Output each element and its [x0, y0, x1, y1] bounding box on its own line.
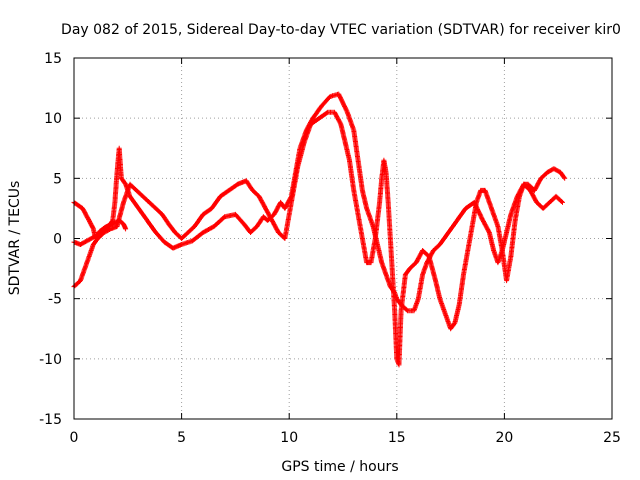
data-series: [71, 91, 568, 368]
y-tick-label: 15: [44, 51, 62, 67]
y-axis-label: SDTVAR / TECUs: [7, 181, 23, 296]
y-tick-label: -5: [48, 292, 62, 308]
grid: [74, 58, 612, 419]
x-tick-label: 10: [280, 430, 298, 446]
x-axis-label: GPS time / hours: [281, 459, 398, 475]
chart-title: Day 082 of 2015, Sidereal Day-to-day VTE…: [61, 22, 621, 38]
x-tick-label: 5: [177, 430, 186, 446]
y-tick-label: -10: [39, 352, 62, 368]
y-tick-label: 5: [53, 171, 62, 187]
x-tick-label: 20: [495, 430, 513, 446]
y-tick-label: 10: [44, 111, 62, 127]
y-tick-label: 0: [53, 232, 62, 248]
axis-ticks: [73, 57, 613, 420]
x-tick-label: 0: [70, 430, 79, 446]
tick-labels: 0 5 10 15 20 25 -15 -10 -5 0 5 10 15: [39, 51, 621, 446]
y-tick-label: -15: [39, 412, 62, 428]
x-tick-label: 25: [603, 430, 621, 446]
x-tick-label: 15: [388, 430, 406, 446]
